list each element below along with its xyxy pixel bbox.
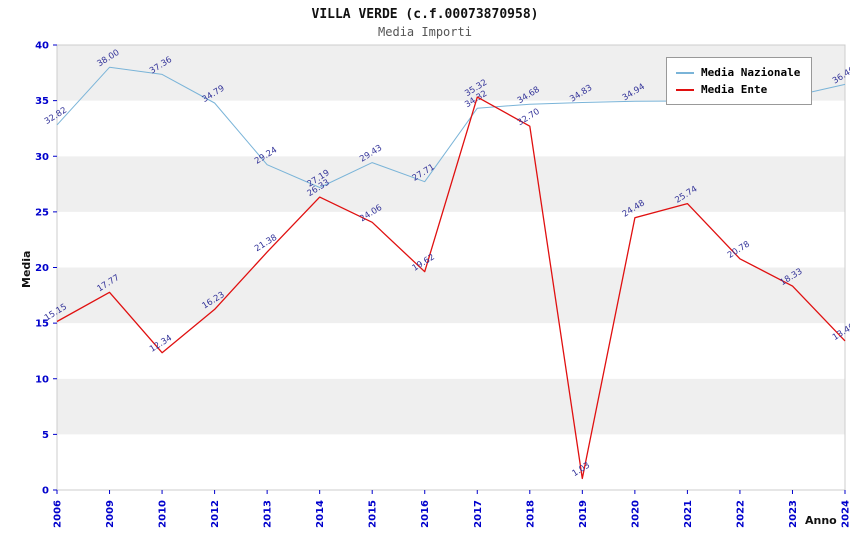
x-axis-tick-label: 2019 <box>578 500 589 528</box>
x-axis-tick-label: 2023 <box>788 500 799 528</box>
y-axis-tick-label: 20 <box>35 263 49 274</box>
x-axis-tick-label: 2010 <box>158 500 169 528</box>
y-axis-tick-label: 25 <box>35 207 49 218</box>
x-axis-tick-label: 2022 <box>735 500 746 528</box>
plot-band <box>57 323 845 379</box>
chart-legend: Media Nazionale Media Ente <box>666 57 812 105</box>
x-axis-label: Anno <box>805 514 837 527</box>
plot-band <box>57 434 845 490</box>
x-axis-tick-label: 2021 <box>683 500 694 528</box>
x-axis-tick-label: 2020 <box>630 500 641 528</box>
x-axis-tick-label: 2009 <box>105 500 116 528</box>
y-axis-tick-label: 40 <box>35 41 49 52</box>
y-axis-tick-label: 35 <box>35 96 49 107</box>
legend-item-media-ente: Media Ente <box>676 81 802 98</box>
y-axis-tick-label: 30 <box>35 152 49 163</box>
legend-label-media-nazionale: Media Nazionale <box>701 66 801 79</box>
y-axis-tick-label: 15 <box>35 319 49 330</box>
x-axis-tick-label: 2012 <box>210 500 221 528</box>
x-axis-tick-label: 2006 <box>53 500 64 528</box>
legend-swatch-media-nazionale <box>676 71 694 74</box>
series-line-media-ente <box>56 96 846 480</box>
plot-band <box>57 378 845 435</box>
plot-band <box>57 267 845 324</box>
x-axis-tick-label: 2018 <box>525 500 536 528</box>
chart-title: VILLA VERDE (c.f.00073870958) <box>311 7 539 22</box>
plot-band <box>57 100 845 157</box>
y-axis-label: Media <box>20 250 33 288</box>
x-axis-tick-label: 2016 <box>420 500 431 528</box>
x-axis-tick-label: 2017 <box>473 500 484 528</box>
x-axis-tick-label: 2013 <box>263 500 274 528</box>
chart-subtitle: Media Importi <box>378 25 472 39</box>
legend-label-media-ente: Media Ente <box>701 83 768 96</box>
y-axis-tick-label: 5 <box>42 430 49 441</box>
legend-swatch-media-ente <box>676 88 694 91</box>
y-axis-tick-label: 10 <box>35 374 49 385</box>
y-axis-tick-label: 0 <box>42 486 49 497</box>
x-axis-tick-label: 2015 <box>368 500 379 528</box>
x-axis-tick-label: 2024 <box>841 500 850 528</box>
legend-item-media-nazionale: Media Nazionale <box>676 64 802 81</box>
plot-band <box>57 211 845 268</box>
x-axis-tick-label: 2014 <box>315 500 326 528</box>
